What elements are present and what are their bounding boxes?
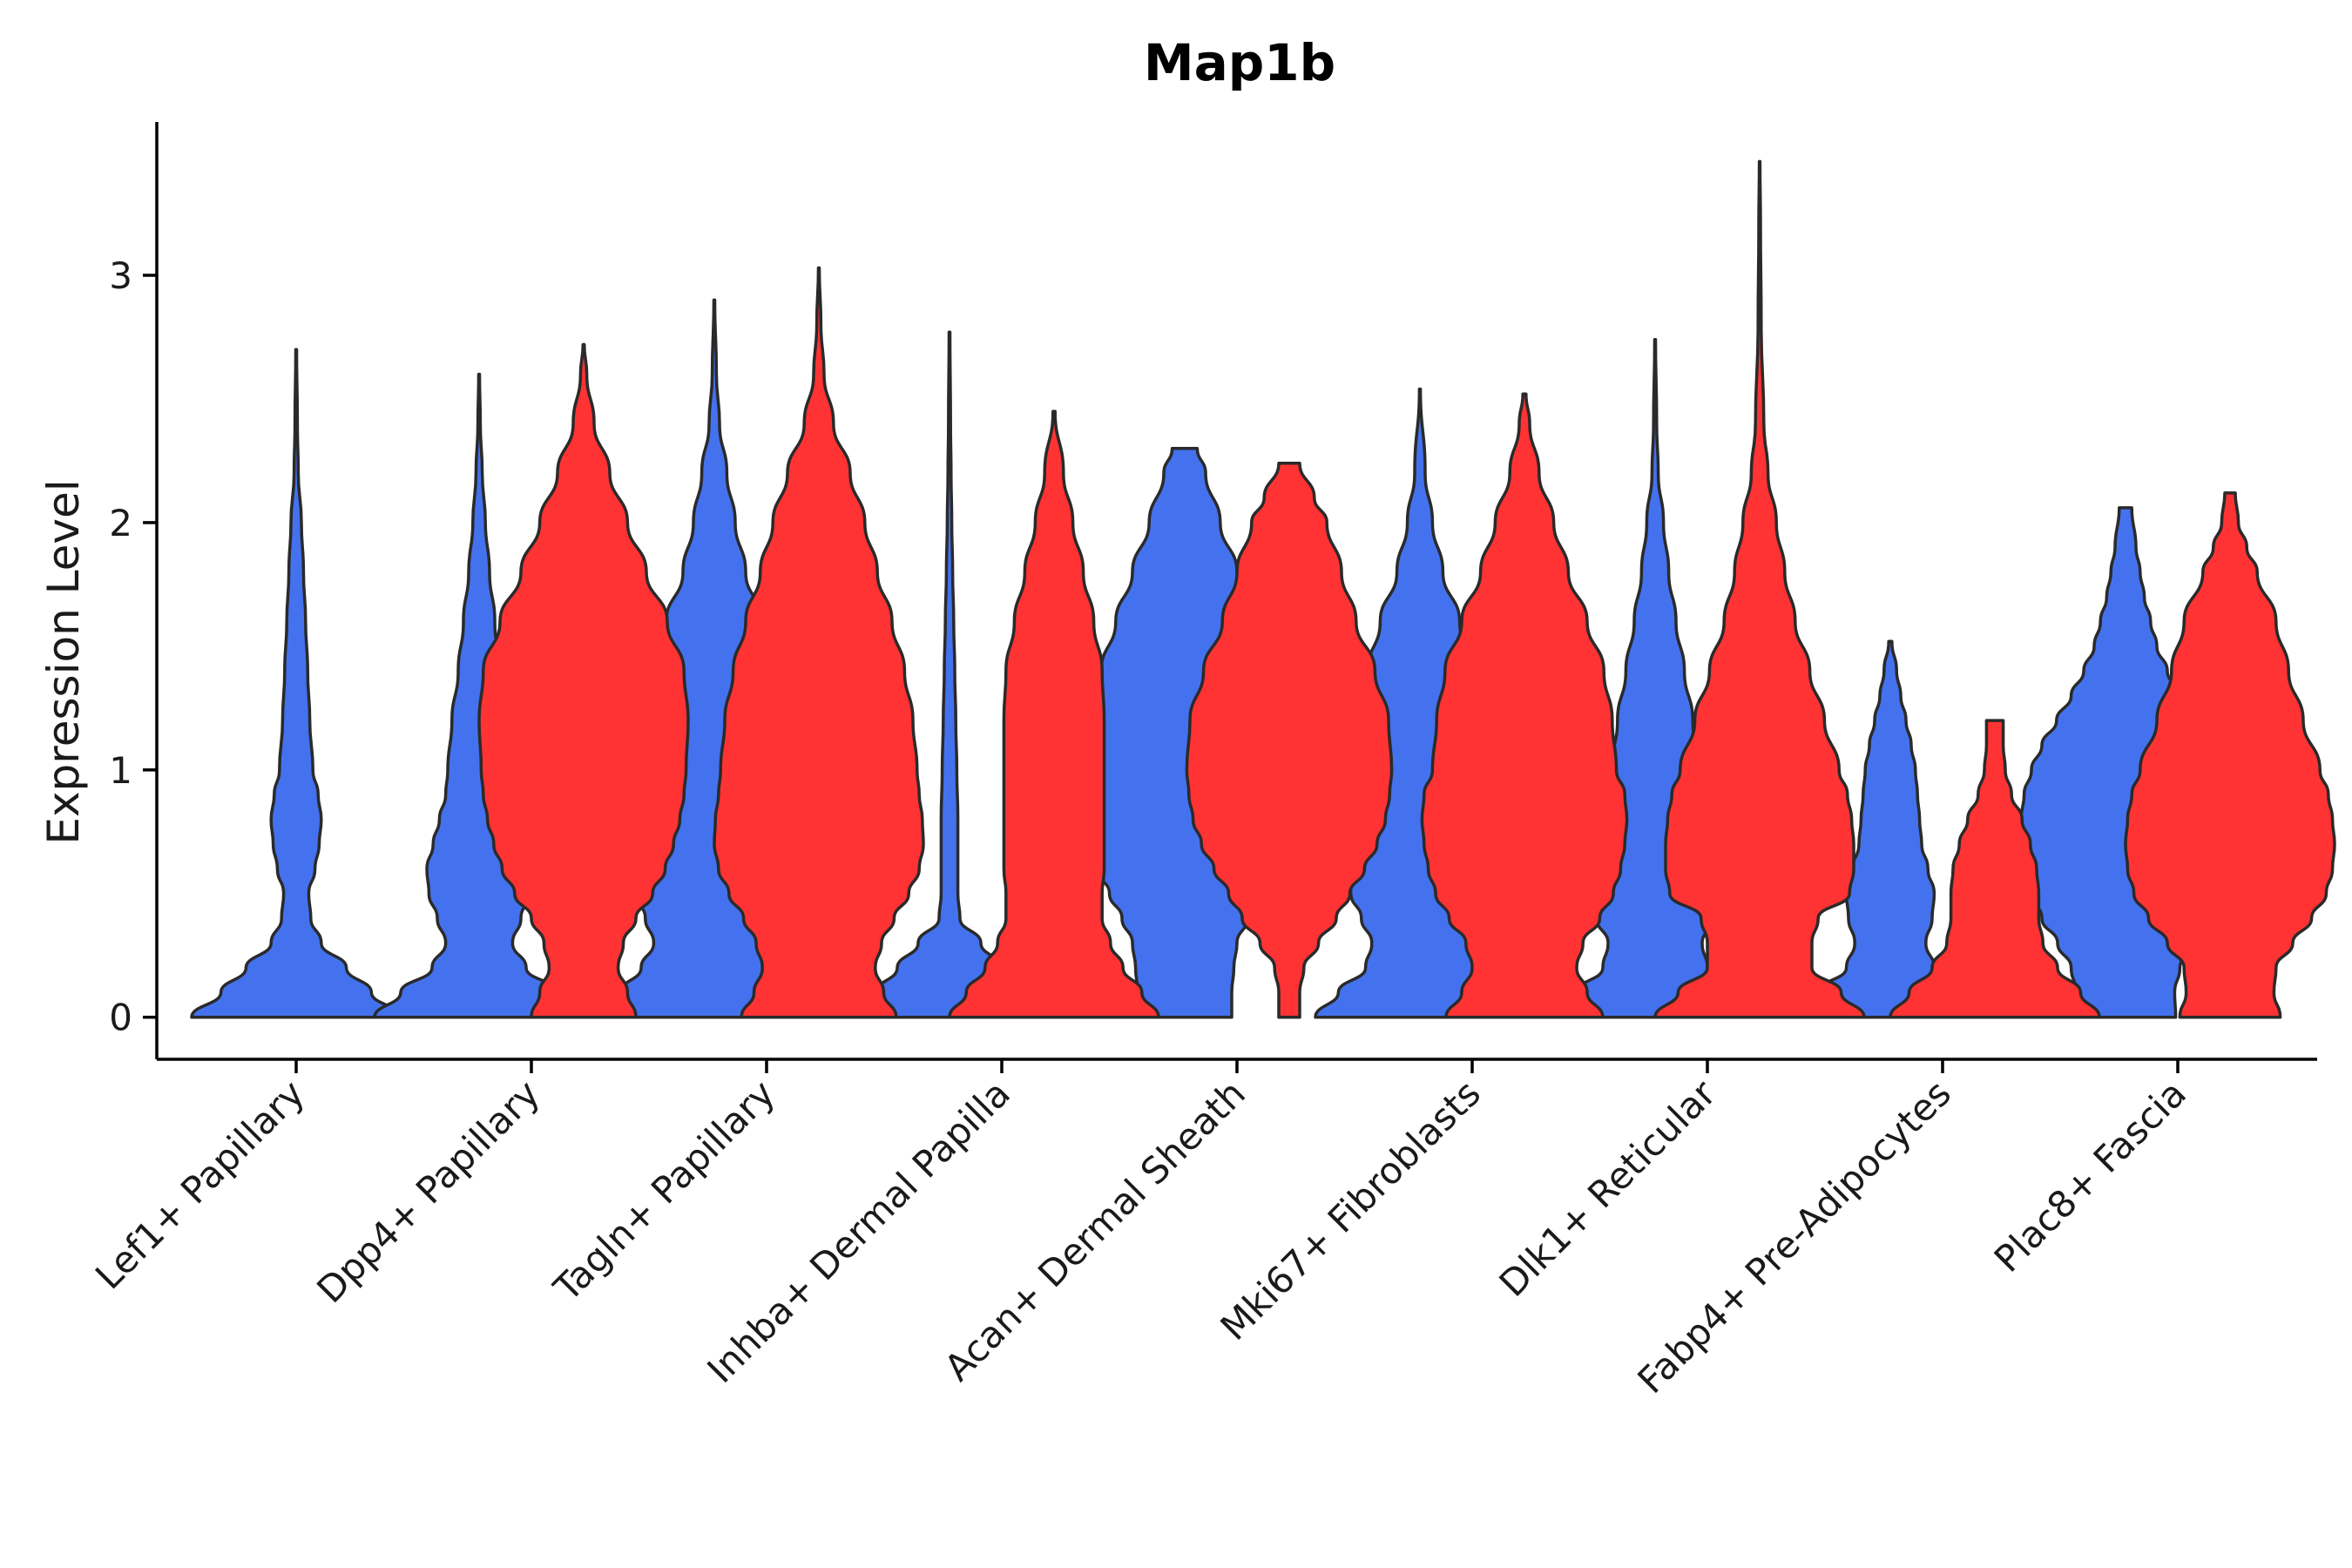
violin-group-b-dpp4-papillary bbox=[477, 342, 690, 1019]
y-tick-label-3: 3 bbox=[109, 254, 132, 297]
x-tick-label-dpp4-papillary: Dpp4+ Papillary bbox=[308, 1071, 548, 1311]
violin-group-b-dlk1-reticular bbox=[1653, 159, 1866, 1019]
x-tick-label-mki67-fibroblasts: Mki67+ Fibroblasts bbox=[1213, 1071, 1489, 1348]
x-tick-label-tagln-papillary: Tagln+ Papillary bbox=[545, 1071, 783, 1309]
y-tick-label-0: 0 bbox=[109, 997, 132, 1039]
y-axis-title: Expression Level bbox=[38, 479, 89, 844]
violin-group-b-fabp4-pre-adipocytes bbox=[1889, 719, 2101, 1019]
violin-group-b-acan-dermal-sheath bbox=[1185, 462, 1394, 1019]
chart-title: Map1b bbox=[1143, 33, 1336, 92]
y-tick-label-2: 2 bbox=[109, 502, 132, 544]
violin-group-b-tagln-papillary bbox=[713, 266, 925, 1019]
violin-group-b-mki67-fibroblasts bbox=[1420, 392, 1629, 1019]
x-tick-label-lef1-papillary: Lef1+ Papillary bbox=[87, 1071, 313, 1297]
violin-group-a-inhba-dermal-papilla bbox=[843, 330, 1056, 1019]
violin-group-b-plac8-fascia bbox=[2124, 491, 2336, 1019]
x-tick-label-plac8-fascia: Plac8+ Fascia bbox=[1986, 1071, 2194, 1280]
violin-group-a-lef1-papillary bbox=[190, 348, 402, 1019]
x-tick-label-dlk1-reticular: Dlk1+ Reticular bbox=[1491, 1071, 1725, 1305]
y-tick-label-1: 1 bbox=[109, 749, 132, 792]
axes-layer bbox=[143, 122, 2317, 1073]
violin-group-b-inhba-dermal-papilla bbox=[948, 409, 1160, 1019]
violins-layer bbox=[190, 159, 2336, 1019]
